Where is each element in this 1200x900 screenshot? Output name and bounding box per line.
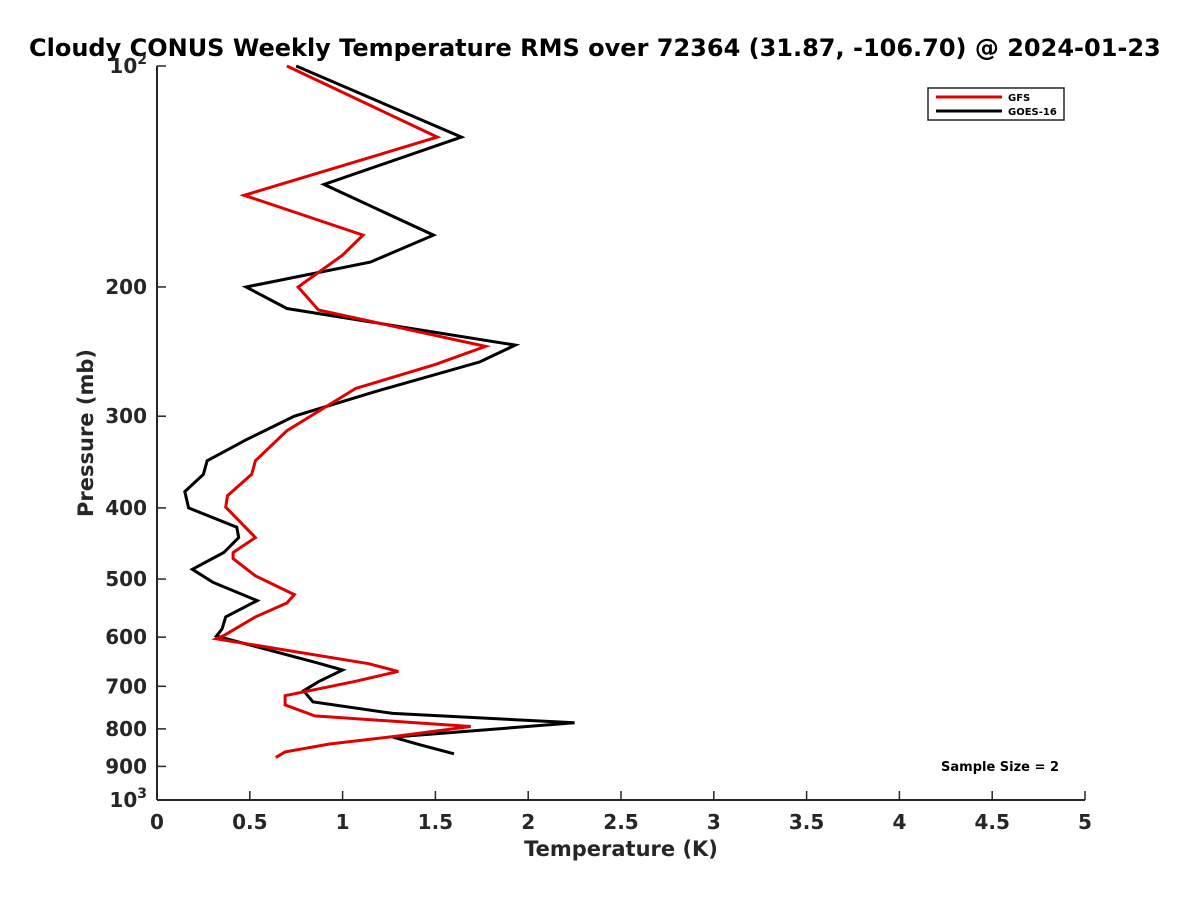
legend-label-gfs: GFS: [1008, 93, 1030, 104]
y-tick-exponent: 2: [137, 52, 147, 68]
series-line-gfs: [211, 64, 491, 759]
x-tick-label: 4.5: [974, 810, 1009, 834]
y-tick-exponent: 3: [137, 786, 147, 802]
legend-label-goes-16: GOES-16: [1008, 107, 1057, 118]
x-tick-label: 1: [336, 810, 350, 834]
x-tick-label: 5: [1078, 810, 1092, 834]
y-tick-label: 700: [105, 674, 147, 698]
plot-area: [156, 66, 1085, 801]
x-tick-label: 3.5: [789, 810, 824, 834]
y-tick-label: 600: [105, 625, 147, 649]
series-line-goes-16: [183, 64, 575, 756]
y-tick-label: 103: [109, 786, 147, 812]
x-axis-label: Temperature (K): [524, 837, 718, 861]
x-tick-label: 2: [521, 810, 535, 834]
y-tick-label: 300: [105, 404, 147, 428]
y-tick-label: 900: [105, 754, 147, 778]
series-layer: [183, 64, 575, 759]
y-tick-label: 800: [105, 717, 147, 741]
y-tick-label: 102: [109, 52, 147, 78]
legend-box: [927, 87, 1065, 121]
x-tick-label: 0.5: [232, 810, 267, 834]
x-tick-label: 3: [707, 810, 721, 834]
y-tick-base: 10: [109, 788, 137, 812]
y-tick-label: 400: [105, 496, 147, 520]
y-axis-label: Pressure (mb): [74, 349, 98, 517]
y-tick-label: 200: [105, 275, 147, 299]
x-tick-label: 4: [892, 810, 906, 834]
sample-size-annotation: Sample Size = 2: [941, 760, 1059, 775]
x-tick-label: 1.5: [418, 810, 453, 834]
x-tick-label: 2.5: [603, 810, 638, 834]
y-tick-base: 10: [109, 54, 137, 78]
chart-title: Cloudy CONUS Weekly Temperature RMS over…: [29, 34, 1161, 62]
x-ticks: 0 0.5 1 1.5 2 2.5 3 3.5 4 4.5 5: [150, 791, 1092, 834]
x-tick-label: 0: [150, 810, 164, 834]
legend: GFS GOES-16: [927, 87, 1065, 121]
y-tick-label: 500: [105, 567, 147, 591]
